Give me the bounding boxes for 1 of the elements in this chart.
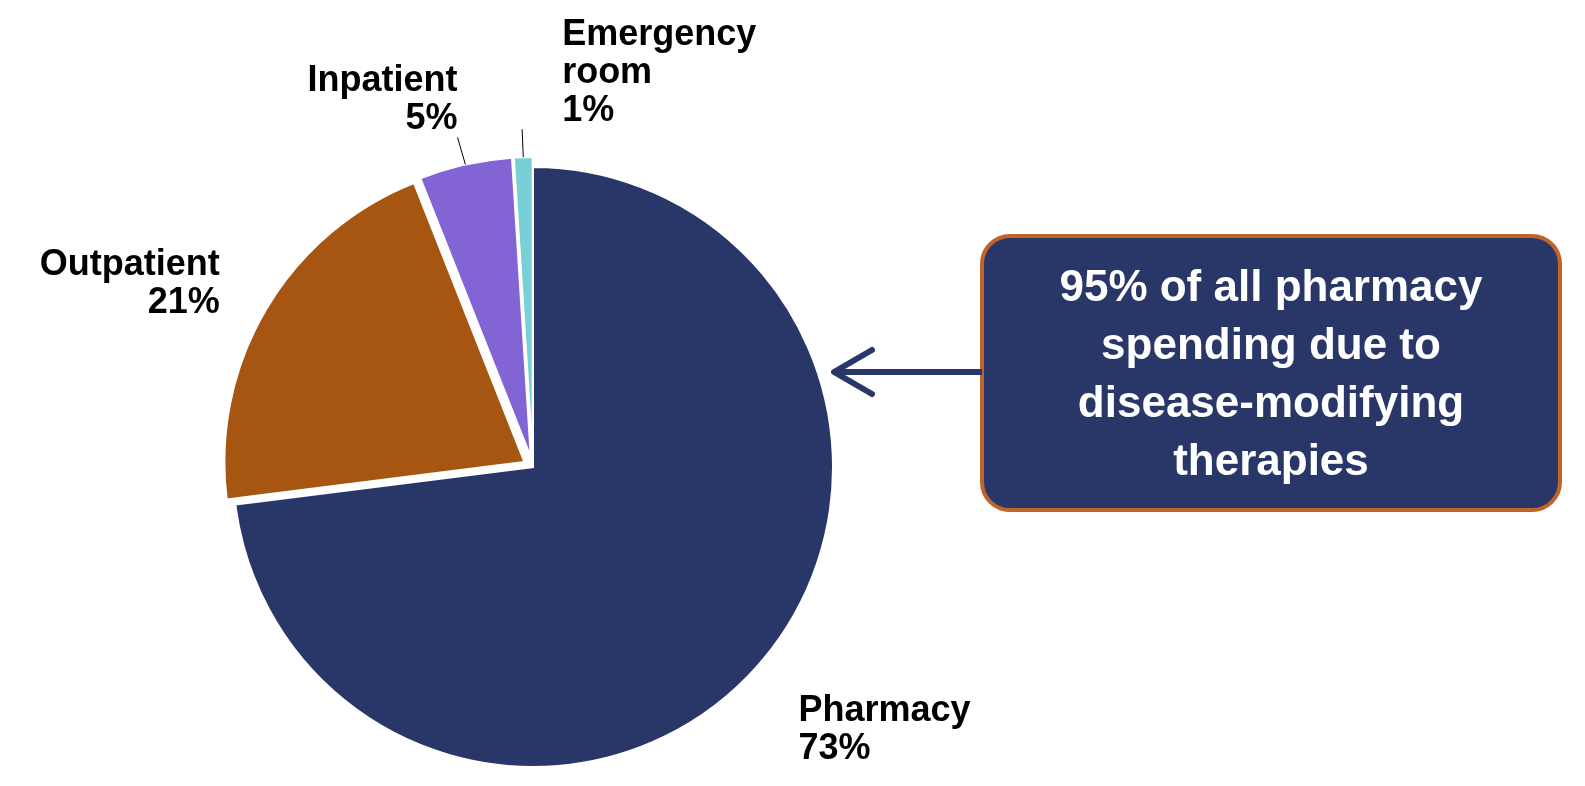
text: 95% of all pharmacy spending due to disease-modifying therapies xyxy=(1059,261,1484,484)
